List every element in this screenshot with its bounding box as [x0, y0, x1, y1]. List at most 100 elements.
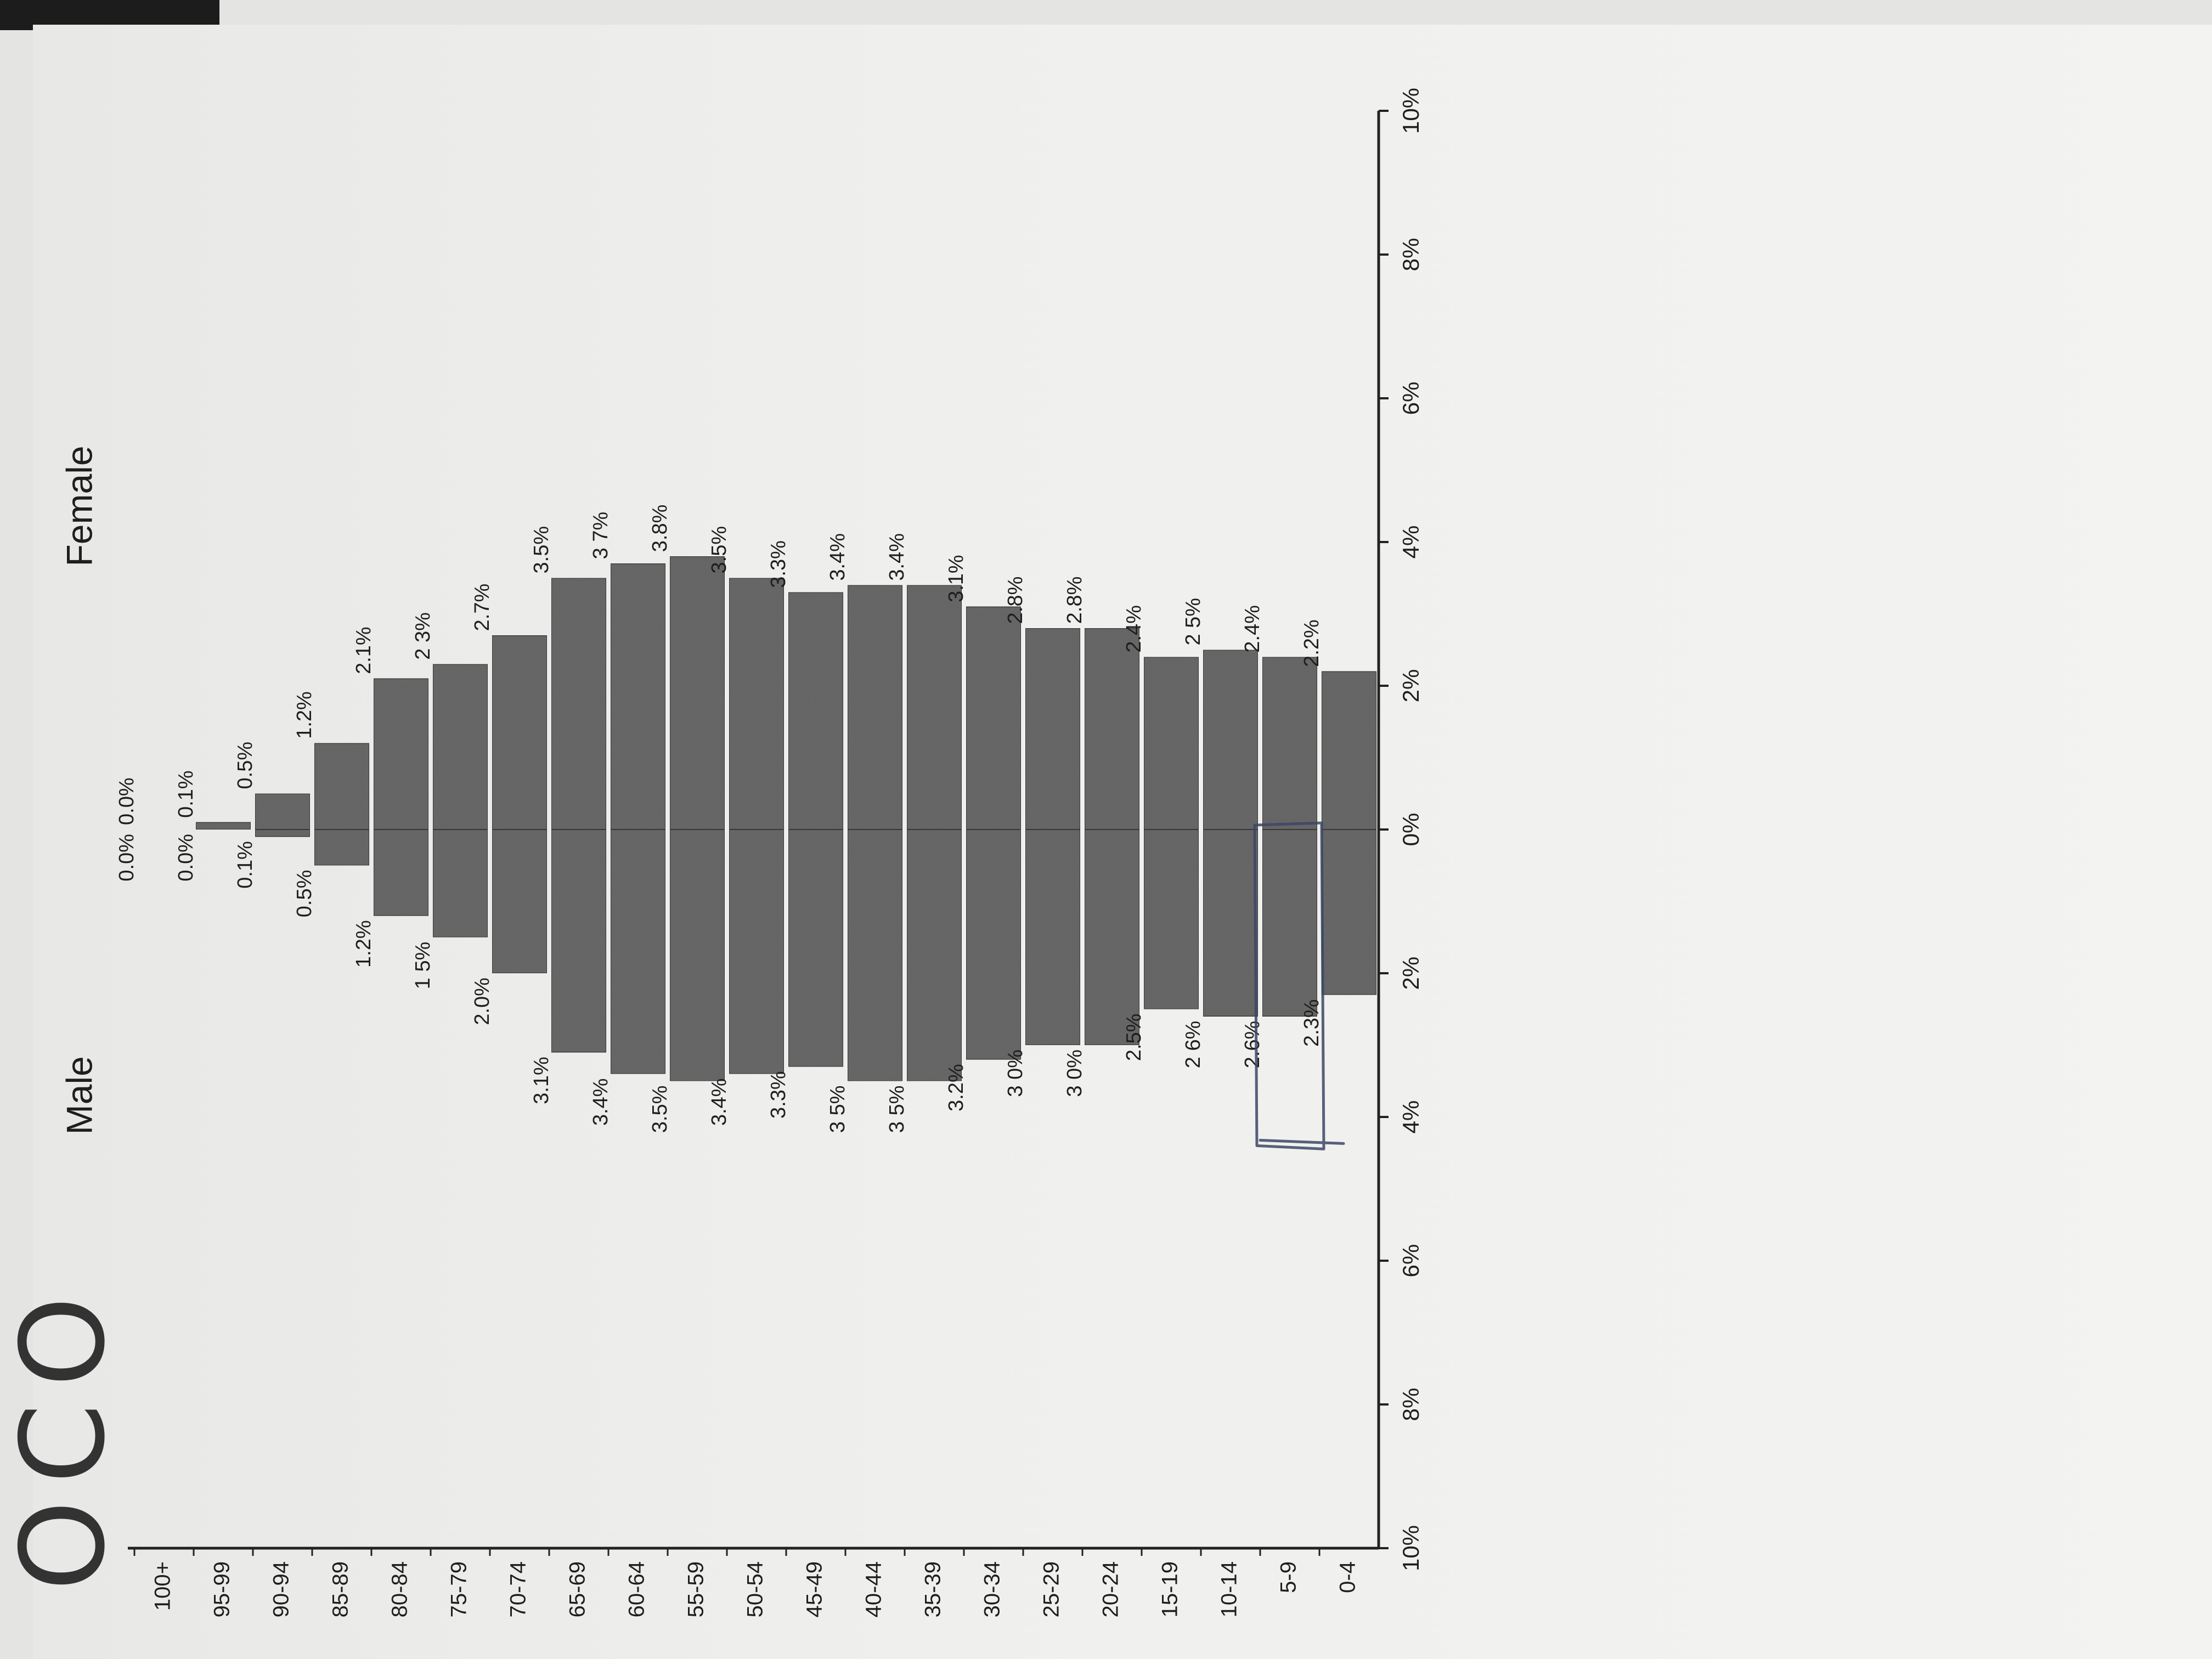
- female-data-label: 2.4%: [1122, 605, 1146, 653]
- category-tick-label: 65-69: [566, 1561, 590, 1617]
- female-bar: [492, 635, 548, 830]
- male-data-label: 3.4%: [589, 1078, 612, 1126]
- male-bar: [373, 828, 429, 917]
- female-bar: [788, 591, 844, 830]
- male-data-label: 2.5%: [1122, 1014, 1146, 1062]
- male-data-label: 3.1%: [530, 1057, 553, 1104]
- value-tick-label: 0%: [1398, 813, 1424, 847]
- female-data-label: 3.8%: [648, 505, 672, 552]
- female-data-label: 3.4%: [885, 533, 909, 581]
- male-bar: [1143, 829, 1199, 1010]
- female-bar: [314, 742, 370, 830]
- female-data-label: 0.5%: [234, 742, 257, 789]
- value-tick-label: 4%: [1398, 1101, 1424, 1134]
- male-bar: [432, 829, 488, 938]
- female-data-label: 0.1%: [174, 770, 198, 818]
- value-tick-label: 2%: [1398, 957, 1424, 990]
- male-data-label: 3.4%: [708, 1078, 731, 1126]
- male-data-label: 2.3%: [1300, 999, 1323, 1047]
- male-data-label: 1.2%: [352, 920, 375, 968]
- female-bar: [1084, 628, 1140, 830]
- category-tick-label: 25-29: [1040, 1561, 1064, 1617]
- female-bar: [966, 606, 1022, 830]
- category-tick-label: 45-49: [803, 1561, 827, 1617]
- female-bar: [669, 556, 725, 830]
- female-data-label: 2.8%: [1004, 577, 1027, 624]
- female-bar: [729, 577, 785, 830]
- category-tick-label: 70-74: [506, 1561, 531, 1617]
- female-data-label: 3.3%: [767, 540, 790, 588]
- male-bar: [1084, 829, 1140, 1046]
- female-bar: [373, 678, 429, 830]
- male-bar: [1321, 829, 1377, 996]
- category-tick-label: 100+: [151, 1561, 175, 1611]
- male-data-label: 3.2%: [945, 1064, 968, 1111]
- value-tick-label: 2%: [1398, 669, 1424, 703]
- female-bar: [1143, 656, 1199, 830]
- female-bar: [551, 577, 607, 830]
- male-data-label: 0.1%: [234, 841, 257, 889]
- male-data-label: 3.5%: [648, 1086, 672, 1133]
- male-bar: [729, 829, 785, 1075]
- category-tick-label: 40-44: [862, 1561, 886, 1617]
- handwritten-margin-note: OCO: [0, 1280, 131, 1591]
- male-bar: [255, 828, 311, 838]
- female-bar: [610, 563, 666, 830]
- male-bar: [551, 828, 607, 1053]
- category-tick-label: 50-54: [743, 1561, 768, 1617]
- female-data-label: 0.0%: [115, 777, 138, 825]
- male-data-label: 2.6%: [1241, 1021, 1264, 1069]
- male-bar: [906, 829, 962, 1082]
- female-data-label: 2.2%: [1300, 619, 1323, 667]
- category-tick-label: 95-99: [210, 1561, 234, 1617]
- value-tick-label: 4%: [1398, 526, 1424, 559]
- male-bar: [314, 829, 370, 866]
- value-tick-label: 8%: [1398, 238, 1424, 272]
- male-bar: [966, 828, 1022, 1060]
- value-tick-label: 6%: [1398, 1244, 1424, 1278]
- category-tick-label: 30-34: [980, 1561, 1005, 1617]
- female-data-label: 2 5%: [1182, 598, 1205, 646]
- male-bar: [1025, 829, 1081, 1046]
- female-data-label: 2 3%: [411, 612, 435, 660]
- male-data-label: 0.0%: [115, 834, 138, 882]
- female-data-label: 1.2%: [293, 691, 316, 739]
- male-bar: [669, 829, 725, 1082]
- male-bar: [610, 829, 666, 1075]
- male-data-label: 3 0%: [1004, 1049, 1027, 1097]
- value-tick-label: 8%: [1398, 1388, 1424, 1421]
- female-bar: [1321, 670, 1377, 830]
- value-tick-label: 10%: [1398, 1525, 1424, 1571]
- female-bar: [1203, 649, 1259, 830]
- female-label: Female: [59, 445, 99, 566]
- male-data-label: 1 5%: [411, 942, 435, 990]
- male-data-label: 3.3%: [767, 1071, 790, 1119]
- value-tick-label: 10%: [1398, 88, 1424, 134]
- male-data-label: 3 5%: [885, 1086, 909, 1133]
- hand-drawn-annotation-box: [1253, 821, 1345, 1150]
- female-bar: [255, 793, 311, 830]
- male-data-label: 0.5%: [293, 870, 316, 918]
- category-tick-label: 5-9: [1277, 1561, 1301, 1593]
- category-tick-label: 80-84: [388, 1561, 412, 1617]
- category-tick-label: 35-39: [921, 1561, 945, 1617]
- male-data-label: 2.0%: [471, 978, 494, 1025]
- female-data-label: 2.7%: [471, 584, 494, 631]
- female-bar: [1025, 628, 1081, 830]
- female-bar: [1262, 656, 1318, 830]
- female-data-label: 2.4%: [1241, 605, 1264, 653]
- male-bar: [1203, 828, 1259, 1017]
- male-bar: [788, 829, 844, 1068]
- female-bar: [847, 584, 903, 830]
- female-data-label: 3.1%: [945, 555, 968, 602]
- male-data-label: 0.0%: [174, 834, 198, 882]
- female-bar: [906, 584, 962, 830]
- category-tick-label: 0-4: [1336, 1561, 1360, 1593]
- male-bar: [1262, 828, 1318, 1017]
- male-label: Male: [59, 1056, 99, 1135]
- category-tick-label: 60-64: [625, 1561, 649, 1617]
- category-tick-label: 75-79: [447, 1561, 471, 1617]
- category-tick-label: 85-89: [329, 1561, 353, 1617]
- male-bar: [492, 829, 548, 974]
